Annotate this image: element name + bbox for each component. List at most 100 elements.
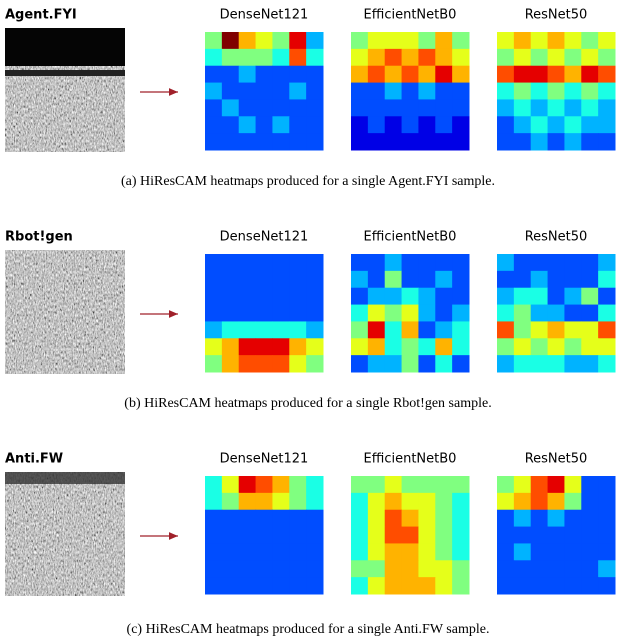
heatmap-cell: [385, 493, 402, 510]
heatmap-cell: [351, 288, 368, 305]
heatmap-cell: [497, 133, 514, 150]
malware-image: [5, 472, 125, 596]
heatmap-cell: [402, 476, 419, 493]
heatmap-cell: [222, 476, 239, 493]
heatmap-cell: [368, 49, 385, 66]
heatmap-cell: [581, 116, 598, 133]
heatmap-cell: [418, 271, 435, 288]
heatmap-cell: [306, 543, 323, 560]
heatmap-cell: [351, 527, 368, 544]
heatmap: [497, 476, 616, 595]
heatmap-cell: [205, 560, 222, 577]
heatmap-cell: [435, 288, 452, 305]
heatmap-cell: [351, 116, 368, 133]
heatmap-cell: [222, 49, 239, 66]
heatmap-cell: [222, 338, 239, 355]
heatmap-cell: [514, 32, 531, 49]
heatmap-cell: [205, 271, 222, 288]
heatmap-cell: [272, 355, 289, 372]
heatmap-cell: [564, 493, 581, 510]
heatmap-cell: [402, 321, 419, 338]
heatmap-cell: [435, 116, 452, 133]
heatmap-cell: [368, 543, 385, 560]
model-name: ResNet50: [525, 8, 588, 23]
heatmap-cell: [239, 560, 256, 577]
heatmap-cell: [531, 305, 548, 322]
heatmap-cell: [222, 305, 239, 322]
heatmap-cell: [368, 32, 385, 49]
heatmap-cell: [256, 338, 273, 355]
heatmap-cell: [402, 83, 419, 100]
heatmap-cell: [306, 133, 323, 150]
heatmap-cell: [239, 493, 256, 510]
heatmap-cell: [514, 271, 531, 288]
heatmap-cell: [452, 83, 469, 100]
heatmap-cell: [289, 116, 306, 133]
heatmap-cell: [222, 493, 239, 510]
heatmap-cell: [368, 254, 385, 271]
heatmap-cell: [222, 527, 239, 544]
heatmap-cell: [418, 305, 435, 322]
heatmap-cell: [351, 49, 368, 66]
heatmap-cell: [452, 288, 469, 305]
heatmap-cell: [289, 338, 306, 355]
heatmap-cell: [402, 66, 419, 83]
heatmap-cell: [385, 32, 402, 49]
heatmap-cell: [564, 49, 581, 66]
heatmap-cell: [256, 527, 273, 544]
heatmap-cell: [548, 476, 565, 493]
heatmap-cell: [239, 510, 256, 527]
heatmap-cell: [385, 560, 402, 577]
heatmap-cell: [289, 493, 306, 510]
heatmap-cell: [548, 527, 565, 544]
heatmap-cell: [514, 254, 531, 271]
heatmap-cell: [497, 305, 514, 322]
heatmap-cell: [222, 355, 239, 372]
heatmap-cell: [531, 271, 548, 288]
heatmap-cell: [351, 99, 368, 116]
heatmap-cell: [239, 133, 256, 150]
heatmap-cell: [452, 527, 469, 544]
caption: (c) HiResCAM heatmaps produced for a sin…: [127, 622, 490, 637]
heatmap-cell: [385, 321, 402, 338]
heatmap-cell: [418, 133, 435, 150]
heatmap-cell: [598, 321, 615, 338]
heatmap-cell: [418, 577, 435, 594]
heatmap-cell: [514, 493, 531, 510]
heatmap-cell: [256, 271, 273, 288]
heatmap-cell: [239, 543, 256, 560]
heatmap-cell: [351, 543, 368, 560]
heatmap-cell: [385, 577, 402, 594]
heatmap-cell: [272, 527, 289, 544]
heatmap-cell: [385, 543, 402, 560]
heatmap-cell: [497, 49, 514, 66]
heatmap-cell: [385, 133, 402, 150]
heatmap: [497, 254, 616, 373]
heatmap-cell: [351, 66, 368, 83]
heatmap-cell: [351, 305, 368, 322]
model-name: EfficientNetB0: [364, 8, 457, 23]
heatmap-cell: [368, 560, 385, 577]
heatmap-cell: [222, 83, 239, 100]
heatmap-cell: [306, 254, 323, 271]
heatmap-cell: [272, 288, 289, 305]
heatmap-cell: [272, 560, 289, 577]
heatmap-cell: [497, 476, 514, 493]
heatmap-cell: [402, 355, 419, 372]
heatmap-cell: [368, 493, 385, 510]
heatmap-cell: [402, 527, 419, 544]
heatmap-cell: [452, 305, 469, 322]
heatmap-cell: [514, 476, 531, 493]
heatmap-cell: [239, 355, 256, 372]
heatmap-cell: [564, 527, 581, 544]
heatmap-cell: [222, 543, 239, 560]
heatmap-cell: [351, 338, 368, 355]
heatmap-cell: [351, 510, 368, 527]
heatmap-cell: [222, 560, 239, 577]
heatmap-cell: [368, 527, 385, 544]
heatmap-cell: [531, 83, 548, 100]
heatmap-cell: [418, 66, 435, 83]
heatmap-cell: [531, 493, 548, 510]
heatmap-cell: [256, 560, 273, 577]
heatmap-cell: [272, 476, 289, 493]
